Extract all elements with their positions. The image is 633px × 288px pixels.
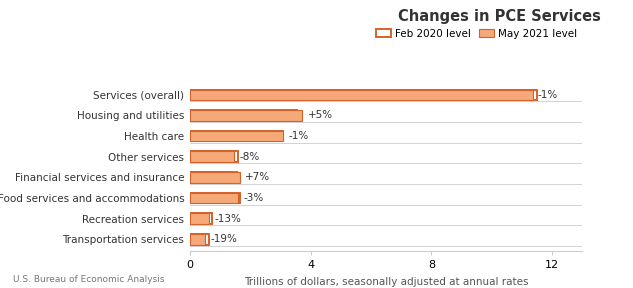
Bar (190, 234, 209, 245)
Bar (190, 151, 234, 162)
Text: +5%: +5% (308, 111, 333, 120)
X-axis label: Trillions of dollars, seasonally adjusted at annual rates: Trillions of dollars, seasonally adjuste… (244, 276, 529, 287)
Text: -13%: -13% (215, 214, 241, 223)
Bar (190, 213, 209, 224)
Bar (190, 110, 302, 121)
Text: -8%: -8% (240, 152, 260, 162)
Text: -3%: -3% (244, 193, 264, 203)
Text: -1%: -1% (538, 90, 558, 100)
Bar (190, 90, 532, 100)
Bar (190, 234, 205, 245)
Bar (190, 110, 297, 121)
Text: +7%: +7% (246, 172, 270, 182)
Text: -1%: -1% (288, 131, 308, 141)
Bar (190, 193, 240, 203)
Text: Changes in PCE Services: Changes in PCE Services (399, 9, 601, 24)
Bar (190, 213, 211, 224)
Bar (190, 90, 537, 100)
Bar (190, 193, 238, 203)
Bar (190, 172, 240, 183)
Text: U.S. Bureau of Economic Analysis: U.S. Bureau of Economic Analysis (13, 275, 164, 284)
Bar (190, 151, 238, 162)
Bar (190, 131, 282, 141)
Bar (190, 131, 284, 141)
Bar (190, 172, 237, 183)
Text: -19%: -19% (210, 234, 237, 244)
Legend: Feb 2020 level, May 2021 level: Feb 2020 level, May 2021 level (376, 29, 577, 39)
